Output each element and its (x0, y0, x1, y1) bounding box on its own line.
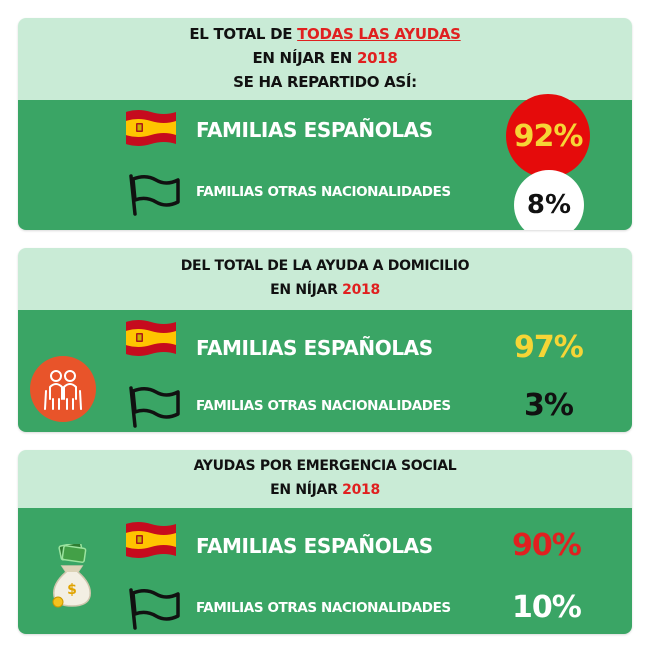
row2-label: FAMILIAS OTRAS NACIONALIDADES (196, 398, 451, 414)
section-emergencia-social-header: AYUDAS POR EMERGENCIA SOCIAL EN NÍJAR 20… (18, 450, 632, 508)
outline-flag-icon (129, 588, 180, 630)
header-line-1: DEL TOTAL DE LA AYUDA A DOMICILIO (180, 258, 470, 274)
section-ayuda-domicilio: DEL TOTAL DE LA AYUDA A DOMICILIO EN NÍJ… (18, 248, 632, 432)
title-line2: EN NÍJAR (270, 482, 338, 498)
header-line-1: AYUDAS POR EMERGENCIA SOCIAL (193, 458, 457, 474)
svg-text:$: $ (67, 582, 77, 598)
percent-circle-red: 92% (506, 94, 590, 178)
section-emergencia-social: AYUDAS POR EMERGENCIA SOCIAL EN NÍJAR 20… (18, 450, 632, 634)
row1-value: 92% (513, 118, 584, 154)
row2-value: 10% (512, 590, 582, 625)
money-bag-icon: $ (52, 544, 91, 608)
title-prefix: EL TOTAL DE (189, 25, 293, 43)
header-line-2: EN NÍJAR 2018 (18, 478, 632, 502)
percent-circle-white: 8% (514, 170, 584, 230)
row2-label: FAMILIAS OTRAS NACIONALIDADES (196, 184, 451, 200)
spain-flag-icon (126, 320, 176, 356)
elderly-couple-icon (30, 356, 96, 422)
header-line-2: EN NÍJAR EN 2018 (18, 46, 632, 70)
header-line-1: EL TOTAL DE TODAS LAS AYUDAS (18, 22, 632, 46)
section-total-ayudas-body: FAMILIAS ESPAÑOLAS 92% FAMILIAS OTRAS NA… (18, 94, 632, 230)
outline-flag-icon (129, 386, 180, 428)
row2-label: FAMILIAS OTRAS NACIONALIDADES (196, 600, 451, 616)
section-ayuda-domicilio-header: DEL TOTAL DE LA AYUDA A DOMICILIO EN NÍJ… (18, 248, 632, 310)
title-highlight: TODAS LAS AYUDAS (297, 25, 461, 43)
header-line-2: EN NÍJAR 2018 (18, 278, 632, 302)
section-total-ayudas: EL TOTAL DE TODAS LAS AYUDAS EN NÍJAR EN… (18, 18, 632, 230)
section-emergencia-social-body: $ FAMILIAS ESPAÑOLAS 90% FAMILIAS OTRAS … (18, 508, 632, 634)
spain-flag-icon (126, 522, 176, 558)
title-line2: EN NÍJAR EN (252, 49, 353, 67)
header-line-3: SE HA REPARTIDO ASÍ: (233, 73, 417, 91)
row1-label: FAMILIAS ESPAÑOLAS (196, 118, 433, 142)
row2-value: 3% (524, 388, 574, 423)
row2-value: 8% (526, 190, 572, 220)
title-year: 2018 (357, 49, 398, 67)
title-year: 2018 (342, 282, 380, 298)
row1-value: 90% (512, 528, 582, 563)
outline-flag-icon (129, 174, 180, 216)
row1-label: FAMILIAS ESPAÑOLAS (196, 534, 433, 558)
section-total-ayudas-header: EL TOTAL DE TODAS LAS AYUDAS EN NÍJAR EN… (18, 18, 632, 100)
title-year: 2018 (342, 482, 380, 498)
row1-label: FAMILIAS ESPAÑOLAS (196, 336, 433, 360)
section-ayuda-domicilio-body: FAMILIAS ESPAÑOLAS 97% FAMILIAS OTRAS NA… (18, 310, 632, 432)
row1-value: 97% (514, 330, 584, 365)
title-line2: EN NÍJAR (270, 282, 338, 298)
elderly-couple-glyph (44, 370, 82, 410)
spain-flag-icon (126, 110, 176, 146)
